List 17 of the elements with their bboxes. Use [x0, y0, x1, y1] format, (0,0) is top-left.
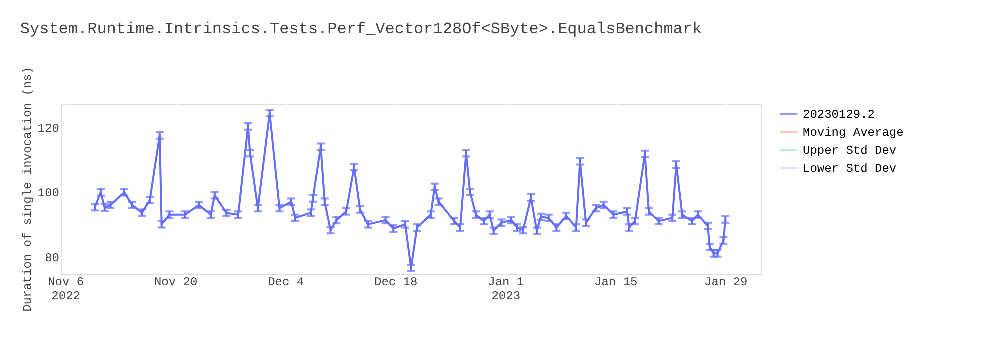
chart-title: System.Runtime.Intrinsics.Tests.Perf_Vector128Of<SByte>.EqualsBenchmark	[20, 20, 702, 39]
x-tick-label: Nov 20	[154, 276, 198, 290]
x-tick-label: Jan 1 2023	[488, 276, 524, 304]
y-tick-label: 120	[38, 122, 60, 136]
y-axis-title: Duration of single invocation (ns)	[20, 67, 35, 312]
line-series	[94, 112, 727, 270]
legend-label: Moving Average	[803, 126, 904, 140]
legend-label: Upper Std Dev	[803, 144, 897, 158]
legend-label: Lower Std Dev	[803, 162, 897, 176]
legend-label: 20230129.2	[803, 108, 876, 122]
y-tick-label: 80	[45, 251, 60, 266]
x-tick-label: Dec 18	[374, 276, 418, 290]
x-tick-label: Jan 15	[594, 276, 638, 290]
x-tick-label: Jan 29	[704, 276, 748, 290]
x-tick-label: Nov 6 2022	[48, 276, 84, 304]
x-tick-label: Dec 4	[268, 276, 304, 290]
y-tick-label: 100	[38, 186, 60, 201]
